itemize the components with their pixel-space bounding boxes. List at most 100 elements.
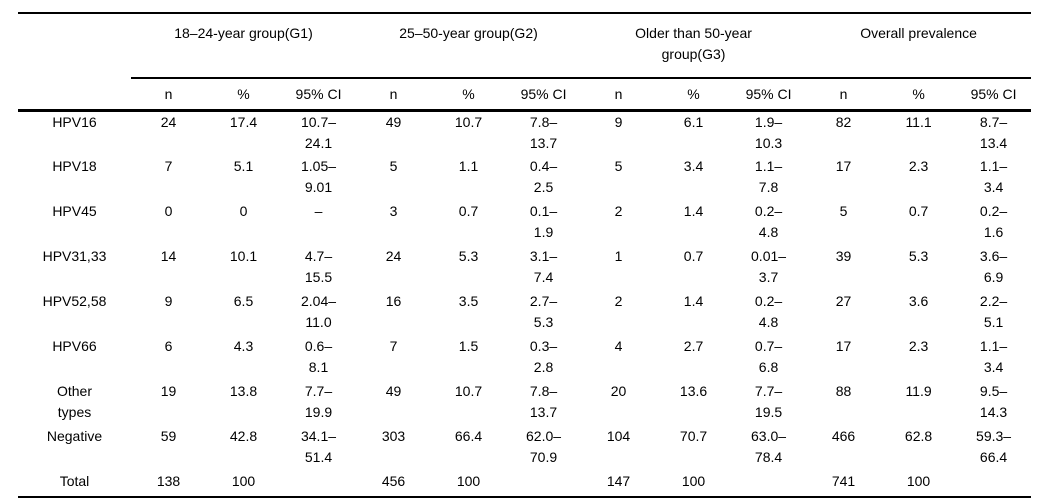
data-cell: 0.7– 6.8	[754, 337, 783, 375]
data-cell: 59.3– 66.4	[976, 427, 1012, 465]
data-cell: 2.2– 5.1	[979, 292, 1008, 330]
group-header-g2: 25–50-year group(G2)	[356, 13, 582, 79]
corner-cell	[18, 13, 131, 78]
data-cell: 138	[156, 472, 181, 489]
data-cell: 5.3	[908, 247, 929, 264]
data-cell: 0.7	[908, 202, 929, 219]
data-cell: 49	[385, 382, 402, 399]
data-cell: 0.2– 4.8	[754, 202, 783, 240]
data-cell: 1.05– 9.01	[300, 157, 337, 195]
group-header-overall: Overall prevalence	[806, 13, 1032, 79]
data-cell: 34.1– 51.4	[300, 427, 337, 465]
data-cell: 63.0– 78.4	[751, 427, 787, 465]
data-cell: 104	[606, 427, 631, 444]
data-cell: 100	[456, 472, 481, 489]
table-row-hpv45: HPV45 0 0 – 3 0.7 0.1– 1.9 2 1.4 0.2– 4.…	[18, 201, 1031, 246]
data-cell: 9	[164, 292, 173, 309]
data-cell: 100	[906, 472, 931, 489]
data-cell: 11.1	[905, 114, 932, 130]
subheader-pct: %	[656, 78, 732, 112]
data-cell: 62.8	[904, 427, 933, 444]
data-cell: 5.1	[233, 157, 254, 174]
data-cell: 1.4	[683, 292, 704, 309]
row-label: HPV18	[52, 157, 97, 174]
row-label: Other types	[56, 382, 92, 420]
data-cell: 7.7– 19.9	[304, 382, 333, 420]
data-cell: 3.4	[683, 157, 704, 174]
data-cell: 3.1– 7.4	[529, 247, 558, 285]
data-cell: 1.4	[683, 202, 704, 219]
data-cell: 17	[835, 337, 852, 354]
data-cell: –	[314, 202, 323, 219]
data-cell: 10.1	[229, 247, 258, 264]
data-cell: 5	[839, 202, 848, 219]
data-cell: 1.1– 3.4	[979, 157, 1008, 195]
data-cell: 4.3	[233, 337, 254, 354]
data-cell: 70.7	[679, 427, 708, 444]
data-cell: 62.0– 70.9	[526, 427, 562, 465]
table-row-hpv18: HPV18 7 5.1 1.05– 9.01 5 1.1 0.4– 2.5 5 …	[18, 156, 1031, 201]
data-cell: 9.5– 14.3	[979, 382, 1008, 420]
table-row-hpv66: HPV66 6 4.3 0.6– 8.1 7 1.5 0.3– 2.8 4 2.…	[18, 336, 1031, 381]
data-cell: 3	[389, 202, 398, 219]
data-cell: 17.4	[229, 114, 258, 130]
data-cell: 0	[239, 202, 248, 219]
subheader-ci: 95% CI	[731, 78, 807, 112]
data-cell: 0.3– 2.8	[529, 337, 558, 375]
data-cell: 39	[835, 247, 852, 264]
hpv-prevalence-table: 18–24-year group(G1) 25–50-year group(G2…	[18, 12, 1032, 498]
subheader-empty	[18, 78, 131, 112]
data-cell: 5	[614, 157, 623, 174]
subheader-n: n	[806, 78, 882, 112]
data-cell: 4.7– 15.5	[304, 247, 333, 285]
data-cell: 82	[835, 114, 852, 130]
table-row-negative: Negative 59 42.8 34.1– 51.4 303 66.4 62.…	[18, 426, 1031, 471]
data-cell: 100	[231, 472, 256, 489]
data-cell: 0.1– 1.9	[529, 202, 558, 240]
data-cell: 2.7– 5.3	[529, 292, 558, 330]
row-label: HPV52,58	[42, 292, 107, 309]
data-cell: 0	[164, 202, 173, 219]
data-cell: 1.1	[458, 157, 479, 174]
data-cell: 1.9– 10.3	[754, 114, 783, 151]
subheader-pct: %	[881, 78, 957, 112]
data-cell: 2.3	[908, 337, 929, 354]
data-cell: 24	[385, 247, 402, 264]
data-cell: 59	[160, 427, 177, 444]
data-cell: 2.7	[683, 337, 704, 354]
data-cell: 9	[614, 114, 623, 130]
data-cell: 4	[614, 337, 623, 354]
data-cell: 1	[614, 247, 623, 264]
data-cell: 2	[614, 202, 623, 219]
table-row-hpv31-33: HPV31,33 14 10.1 4.7– 15.5 24 5.3 3.1– 7…	[18, 246, 1031, 291]
data-cell: 2	[614, 292, 623, 309]
data-cell: 7.8– 13.7	[529, 114, 558, 151]
table-row-other-types: Other types 19 13.8 7.7– 19.9 49 10.7 7.…	[18, 381, 1031, 426]
row-label: HPV45	[52, 202, 97, 219]
data-cell	[956, 471, 1031, 497]
data-cell: 303	[381, 427, 406, 444]
data-cell: 3.6	[908, 292, 929, 309]
subheader-n: n	[131, 78, 206, 112]
subheader-ci: 95% CI	[281, 78, 357, 112]
data-cell: 5	[389, 157, 398, 174]
data-cell: 466	[831, 427, 856, 444]
data-cell: 49	[385, 114, 402, 130]
data-cell	[506, 471, 581, 497]
data-cell: 1.5	[458, 337, 479, 354]
data-cell: 10.7	[454, 382, 483, 399]
data-cell: 0.2– 1.6	[979, 202, 1008, 240]
data-cell: 8.7– 13.4	[979, 114, 1008, 151]
group-header-row: 18–24-year group(G1) 25–50-year group(G2…	[18, 13, 1032, 79]
data-cell: 147	[606, 472, 631, 489]
data-cell: 2.04– 11.0	[300, 292, 337, 330]
data-cell: 88	[835, 382, 852, 399]
row-label: HPV16	[52, 114, 97, 130]
data-cell: 7.7– 19.5	[754, 382, 783, 420]
data-cell: 0.6– 8.1	[304, 337, 333, 375]
data-cell: 13.6	[679, 382, 708, 399]
data-cell: 5.3	[458, 247, 479, 264]
table-row-hpv52-58: HPV52,58 9 6.5 2.04– 11.0 16 3.5 2.7– 5.…	[18, 291, 1031, 336]
data-cell: 100	[681, 472, 706, 489]
